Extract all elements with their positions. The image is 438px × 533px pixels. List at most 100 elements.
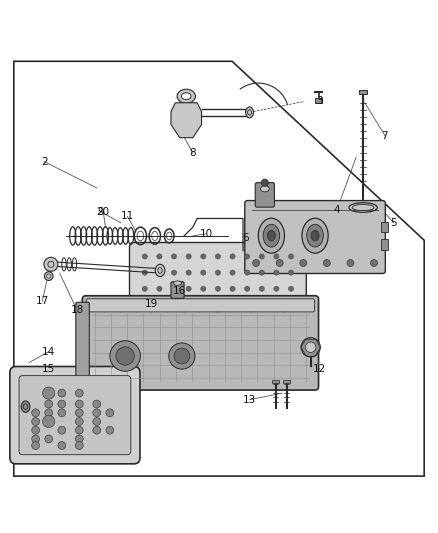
Circle shape: [230, 286, 235, 292]
Circle shape: [106, 426, 114, 434]
Text: 17: 17: [35, 296, 49, 306]
Circle shape: [214, 304, 222, 312]
Circle shape: [281, 304, 288, 312]
Circle shape: [186, 270, 191, 275]
Circle shape: [244, 302, 250, 308]
Ellipse shape: [268, 230, 276, 241]
Circle shape: [244, 270, 250, 275]
Circle shape: [215, 254, 220, 259]
Circle shape: [171, 286, 177, 292]
Text: 3: 3: [316, 95, 323, 106]
Circle shape: [274, 254, 279, 259]
Circle shape: [259, 302, 265, 308]
FancyBboxPatch shape: [19, 376, 131, 455]
Circle shape: [230, 254, 235, 259]
Circle shape: [116, 347, 134, 365]
Circle shape: [58, 400, 66, 408]
Bar: [272, 379, 279, 383]
Circle shape: [42, 387, 55, 399]
Circle shape: [347, 260, 354, 266]
Circle shape: [201, 302, 206, 308]
Bar: [359, 90, 367, 94]
Ellipse shape: [173, 281, 181, 285]
Circle shape: [186, 254, 191, 259]
Bar: [381, 222, 389, 232]
FancyBboxPatch shape: [171, 282, 184, 298]
Circle shape: [171, 254, 177, 259]
Circle shape: [32, 426, 39, 434]
Text: 13: 13: [243, 394, 256, 405]
Circle shape: [110, 341, 141, 372]
Circle shape: [244, 254, 250, 259]
Ellipse shape: [177, 89, 195, 103]
Circle shape: [75, 426, 83, 434]
Circle shape: [261, 179, 268, 186]
Text: 11: 11: [121, 211, 134, 221]
Circle shape: [215, 302, 220, 308]
Circle shape: [93, 409, 101, 417]
Circle shape: [93, 400, 101, 408]
Circle shape: [171, 302, 177, 308]
FancyBboxPatch shape: [76, 302, 89, 384]
Circle shape: [274, 270, 279, 275]
Bar: [381, 239, 389, 250]
Ellipse shape: [263, 224, 280, 247]
Circle shape: [142, 270, 148, 275]
FancyBboxPatch shape: [245, 200, 385, 273]
Circle shape: [230, 270, 235, 275]
Circle shape: [93, 426, 101, 434]
Circle shape: [300, 260, 307, 266]
Circle shape: [75, 400, 83, 408]
Circle shape: [201, 286, 206, 292]
Circle shape: [44, 257, 58, 271]
Text: 12: 12: [313, 364, 326, 374]
Ellipse shape: [246, 107, 254, 118]
Text: 2: 2: [41, 157, 48, 167]
Circle shape: [323, 260, 330, 266]
Circle shape: [75, 409, 83, 417]
Circle shape: [75, 389, 83, 397]
Text: 8: 8: [190, 148, 196, 158]
Circle shape: [171, 270, 177, 275]
Text: 9: 9: [98, 207, 104, 217]
Circle shape: [181, 304, 188, 312]
Circle shape: [259, 254, 265, 259]
Ellipse shape: [155, 264, 165, 277]
FancyBboxPatch shape: [130, 243, 306, 319]
Ellipse shape: [21, 401, 30, 413]
Circle shape: [247, 304, 255, 312]
Circle shape: [174, 348, 190, 364]
Circle shape: [230, 302, 235, 308]
Circle shape: [32, 409, 39, 417]
Circle shape: [288, 254, 293, 259]
Circle shape: [201, 254, 206, 259]
FancyBboxPatch shape: [10, 367, 140, 464]
Text: 18: 18: [71, 305, 84, 315]
Circle shape: [305, 342, 316, 352]
Circle shape: [58, 389, 66, 397]
Text: 15: 15: [42, 364, 55, 374]
Circle shape: [288, 302, 293, 308]
Circle shape: [244, 286, 250, 292]
Circle shape: [274, 302, 279, 308]
Circle shape: [32, 435, 39, 443]
Circle shape: [58, 426, 66, 434]
Circle shape: [276, 260, 283, 266]
Circle shape: [259, 286, 265, 292]
Circle shape: [58, 441, 66, 449]
Circle shape: [45, 400, 53, 408]
Text: 7: 7: [381, 131, 388, 141]
Circle shape: [186, 302, 191, 308]
Text: 20: 20: [97, 207, 110, 217]
FancyBboxPatch shape: [255, 183, 275, 207]
Circle shape: [75, 441, 83, 449]
Ellipse shape: [311, 230, 319, 241]
Circle shape: [142, 302, 148, 308]
Circle shape: [106, 409, 114, 417]
Circle shape: [186, 286, 191, 292]
Circle shape: [148, 304, 155, 312]
Circle shape: [157, 302, 162, 308]
Circle shape: [142, 254, 148, 259]
Ellipse shape: [181, 93, 191, 100]
Text: 19: 19: [145, 298, 158, 309]
